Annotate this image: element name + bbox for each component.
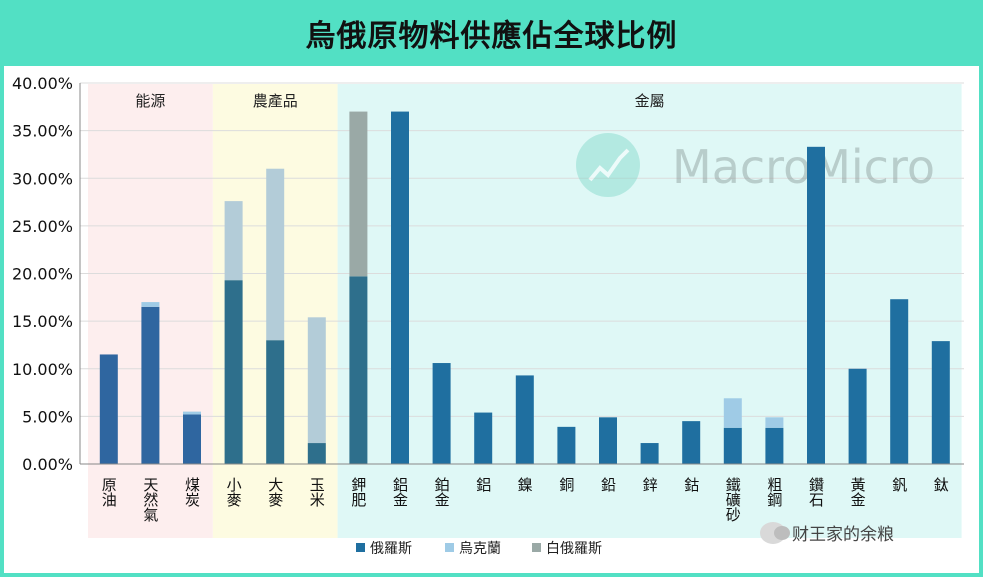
legend-label-2: 白俄羅斯: [546, 541, 602, 557]
footer-text: 财王家的余粮: [792, 525, 894, 545]
chart-title: 烏俄原物料供應佔全球比例: [305, 19, 678, 54]
bar-鑽石-俄羅斯: [807, 146, 825, 464]
x-tick-label: 鉑金: [433, 477, 451, 507]
bar-大麥-俄羅斯: [266, 340, 285, 464]
bar-大麥-烏克蘭: [266, 168, 285, 341]
y-tick-label: 10.00%: [12, 360, 73, 379]
bar-粗鋼-烏克蘭: [765, 417, 784, 428]
x-tick-label: 煤炭: [183, 477, 201, 507]
bar-小麥-俄羅斯: [224, 280, 243, 464]
x-tick-label: 鉛: [599, 477, 617, 492]
bar-粗鋼-俄羅斯: [765, 427, 784, 464]
bar-鐵礦砂-烏克蘭: [723, 398, 742, 428]
group-label: 農產品: [253, 92, 298, 110]
bar-鋁-俄羅斯: [474, 412, 493, 464]
bar-鈷-俄羅斯: [682, 421, 701, 464]
bar-鈦-俄羅斯: [931, 341, 950, 464]
bar-小麥-烏克蘭: [224, 201, 243, 281]
bar-鎳-俄羅斯: [515, 375, 534, 464]
bar-鋁金-俄羅斯: [391, 111, 409, 464]
y-tick-label: 30.00%: [12, 169, 73, 188]
bar-天然氣-烏克蘭: [141, 302, 160, 307]
x-tick-label: 鈦: [932, 477, 950, 492]
bar-天然氣-俄羅斯: [141, 306, 160, 464]
x-tick-label: 釩: [890, 477, 908, 493]
legend-swatch-2: [532, 543, 541, 552]
y-tick-label: 40.00%: [12, 74, 73, 93]
y-tick-label: 15.00%: [12, 312, 73, 331]
legend-label-0: 俄羅斯: [370, 541, 412, 557]
bar-黃金-俄羅斯: [848, 368, 867, 464]
x-tick-label: 鑽石: [807, 477, 825, 507]
header-bar: 烏俄原物料供應佔全球比例: [0, 0, 983, 66]
bar-鋅-俄羅斯: [640, 443, 659, 464]
x-tick-label: 鐵礦砂: [724, 476, 742, 522]
y-tick-label: 5.00%: [22, 407, 73, 426]
bar-鉑金-俄羅斯: [432, 363, 451, 464]
footer-watermark: 财王家的余粮: [760, 520, 894, 545]
legend-label-1: 烏克蘭: [459, 540, 501, 557]
bar-銅-俄羅斯: [557, 426, 576, 464]
bar-煤炭-俄羅斯: [183, 414, 201, 464]
bar-鉛-俄羅斯: [599, 417, 617, 464]
x-tick-label: 原油: [100, 477, 118, 507]
legend-swatch-1: [445, 543, 454, 552]
x-tick-label: 鎳: [516, 476, 534, 492]
y-tick-label: 20.00%: [12, 265, 73, 284]
bar-玉米-烏克蘭: [307, 317, 326, 444]
group-label: 能源: [135, 92, 165, 110]
x-tick-label: 天然氣: [141, 477, 159, 522]
x-tick-label: 鋁金: [391, 477, 409, 507]
x-tick-label: 鋁: [474, 477, 492, 492]
chat-bubble-icon: [760, 521, 790, 544]
bar-玉米-俄羅斯: [307, 443, 326, 464]
legend-swatch-0: [356, 543, 365, 552]
y-tick-label: 35.00%: [12, 122, 73, 141]
x-tick-label: 小麥: [225, 477, 243, 507]
x-tick-label: 大麥: [266, 477, 284, 507]
x-tick-label: 粗鋼: [765, 477, 783, 507]
bar-鉀肥-白俄羅斯: [349, 111, 368, 277]
x-tick-label: 玉米: [308, 477, 326, 507]
bar-釩-俄羅斯: [890, 299, 909, 464]
bar-煤炭-烏克蘭: [183, 411, 201, 415]
x-tick-label: 黃金: [849, 477, 867, 507]
svg-text:MacroMicro: MacroMicro: [672, 140, 935, 194]
group-label: 金屬: [635, 92, 665, 110]
x-tick-label: 鈷: [682, 477, 700, 492]
y-tick-label: 0.00%: [22, 455, 73, 474]
x-tick-label: 銅: [557, 477, 575, 492]
x-tick-label: 鋅: [641, 477, 659, 492]
macromicro-logo: MacroMicro: [576, 133, 935, 197]
x-tick-label: 鉀肥: [349, 477, 367, 508]
bar-鉀肥-俄羅斯: [349, 276, 368, 464]
bar-原油-俄羅斯: [99, 354, 118, 464]
y-tick-label: 25.00%: [12, 217, 73, 236]
bar-鐵礦砂-俄羅斯: [723, 427, 742, 464]
